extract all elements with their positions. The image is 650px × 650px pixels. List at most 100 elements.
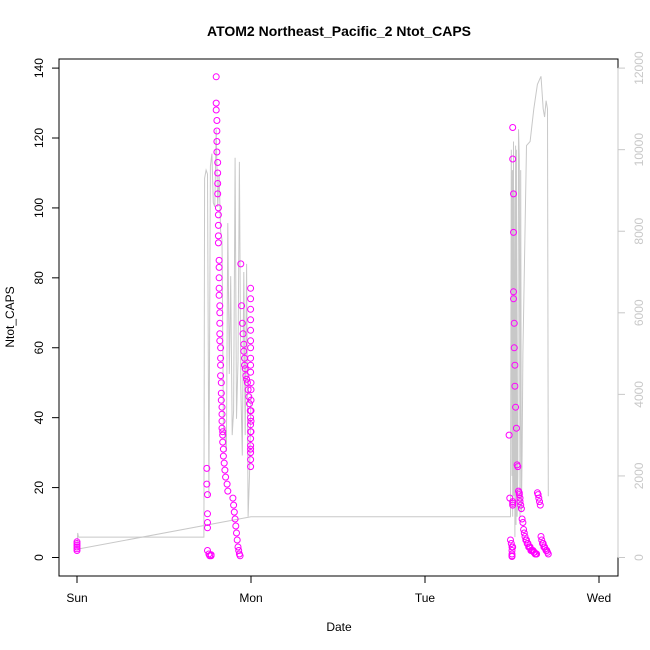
chart-title: ATOM2 Northeast_Pacific_2 Ntot_CAPS: [207, 23, 471, 39]
x-tick-label: Sun: [66, 591, 87, 605]
x-axis: Sun Mon Tue Wed: [66, 575, 611, 605]
y2-tick-label: 4000: [632, 381, 646, 408]
data-point: [521, 533, 529, 540]
data-point: [216, 319, 224, 327]
data-point: [507, 536, 514, 544]
data-point: [509, 155, 517, 163]
y2-tick-label: 8000: [632, 218, 646, 245]
data-point: [219, 428, 227, 436]
data-point: [247, 463, 255, 471]
series-line-0: [76, 76, 549, 550]
data-point: [534, 491, 542, 499]
data-point: [230, 501, 238, 509]
data-point: [508, 553, 516, 560]
data-point: [536, 501, 544, 509]
x-tick-label: Tue: [415, 591, 436, 605]
data-point: [213, 148, 221, 156]
y-axis-label: Ntot_CAPS: [3, 286, 17, 347]
plot-frame: [58, 58, 619, 577]
data-point: [217, 344, 225, 352]
data-point: [234, 543, 242, 551]
data-point: [217, 396, 225, 404]
data-point: [236, 552, 244, 560]
data-point: [544, 550, 552, 558]
data-point: [510, 190, 517, 198]
data-point: [219, 445, 227, 453]
data-point: [535, 494, 543, 502]
data-point: [213, 127, 221, 135]
data-point: [215, 291, 223, 299]
data-point: [247, 316, 255, 324]
y2-tick-label: 10000: [632, 133, 646, 167]
y2-tick-label: 2000: [632, 462, 646, 489]
data-point: [231, 515, 239, 523]
data-point: [212, 73, 220, 81]
data-point: [207, 551, 215, 559]
data-point: [217, 354, 225, 362]
data-point: [533, 550, 541, 558]
data-point: [218, 403, 226, 411]
data-point: [511, 382, 519, 390]
data-point: [232, 522, 240, 530]
data-point: [216, 337, 224, 345]
x-tick-label: Wed: [587, 591, 611, 605]
data-point: [216, 309, 224, 317]
y-tick-label: 120: [32, 128, 46, 148]
data-point: [510, 319, 518, 327]
data-point: [217, 389, 225, 397]
data-point: [505, 431, 513, 439]
points-layer: [73, 73, 552, 560]
data-point: [212, 106, 220, 114]
data-point: [238, 319, 246, 327]
data-point: [247, 407, 255, 415]
data-point: [511, 361, 519, 369]
data-point: [215, 263, 223, 271]
left-y-axis: 0 20 40 60 80 100 120 140: [32, 58, 60, 561]
data-point: [222, 473, 230, 481]
data-point: [218, 417, 226, 425]
data-point: [247, 295, 255, 303]
y-tick-label: 140: [32, 58, 46, 78]
data-point: [510, 344, 518, 352]
data-point: [247, 456, 255, 464]
data-point: [217, 379, 225, 387]
data-point: [243, 375, 251, 383]
data-point: [213, 138, 221, 145]
data-point: [510, 288, 517, 296]
data-point: [220, 459, 228, 467]
data-point: [240, 340, 248, 348]
data-point: [247, 326, 255, 334]
data-point: [512, 424, 520, 432]
data-point: [214, 169, 222, 177]
data-point: [516, 494, 524, 502]
data-point: [221, 466, 229, 474]
data-point: [213, 117, 221, 124]
data-point: [244, 386, 252, 394]
data-point: [519, 519, 527, 526]
data-point: [247, 414, 255, 422]
data-point: [517, 505, 525, 513]
data-point: [214, 221, 222, 229]
right-y-axis: 0 2000 4000 6000 8000 10000 12000: [617, 51, 646, 561]
data-point: [518, 515, 526, 523]
data-point: [214, 190, 222, 198]
y2-tick-label: 12000: [632, 51, 646, 85]
data-point: [217, 372, 225, 380]
data-point: [520, 529, 528, 537]
data-point: [230, 508, 238, 516]
data-point: [224, 487, 232, 495]
data-point: [203, 480, 211, 488]
data-point: [514, 463, 522, 471]
data-point: [510, 295, 517, 303]
data-point: [237, 260, 245, 268]
data-point: [73, 538, 81, 546]
data-point: [214, 239, 222, 247]
data-point: [247, 354, 255, 362]
data-point: [507, 540, 515, 547]
data-point: [217, 361, 225, 369]
data-point: [538, 536, 546, 544]
data-point: [510, 228, 517, 236]
data-point: [215, 274, 223, 282]
data-point: [214, 180, 222, 187]
